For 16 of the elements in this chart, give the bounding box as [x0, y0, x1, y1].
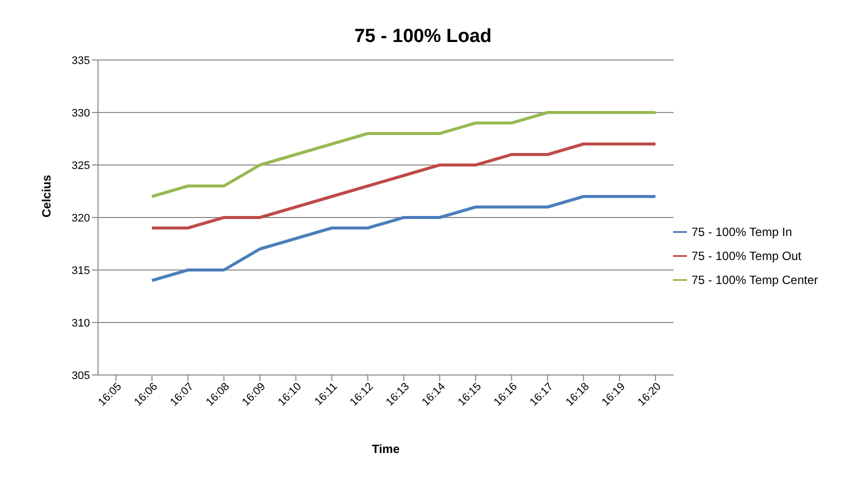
y-tick-label: 330	[72, 107, 90, 120]
y-tick-label: 305	[72, 370, 90, 382]
y-tick-label: 325	[72, 160, 90, 172]
legend-label: 75 - 100% Temp Center	[691, 272, 818, 286]
line-series	[150, 195, 657, 282]
legend-label: 75 - 100% Temp In	[691, 224, 792, 238]
y-tick-label: 320	[72, 212, 90, 224]
line-series	[150, 111, 657, 198]
y-tick-label: 310	[72, 317, 90, 330]
y-tick-label: 315	[72, 264, 90, 277]
legend-label: 75 - 100% Temp Out	[691, 248, 802, 262]
chart-title: 75 - 100% Load	[353, 26, 493, 48]
y-axis-title: Celcius	[39, 174, 54, 218]
line-series	[150, 142, 657, 230]
x-axis-title: Time	[372, 442, 400, 456]
y-tick-label: 335	[72, 54, 90, 67]
